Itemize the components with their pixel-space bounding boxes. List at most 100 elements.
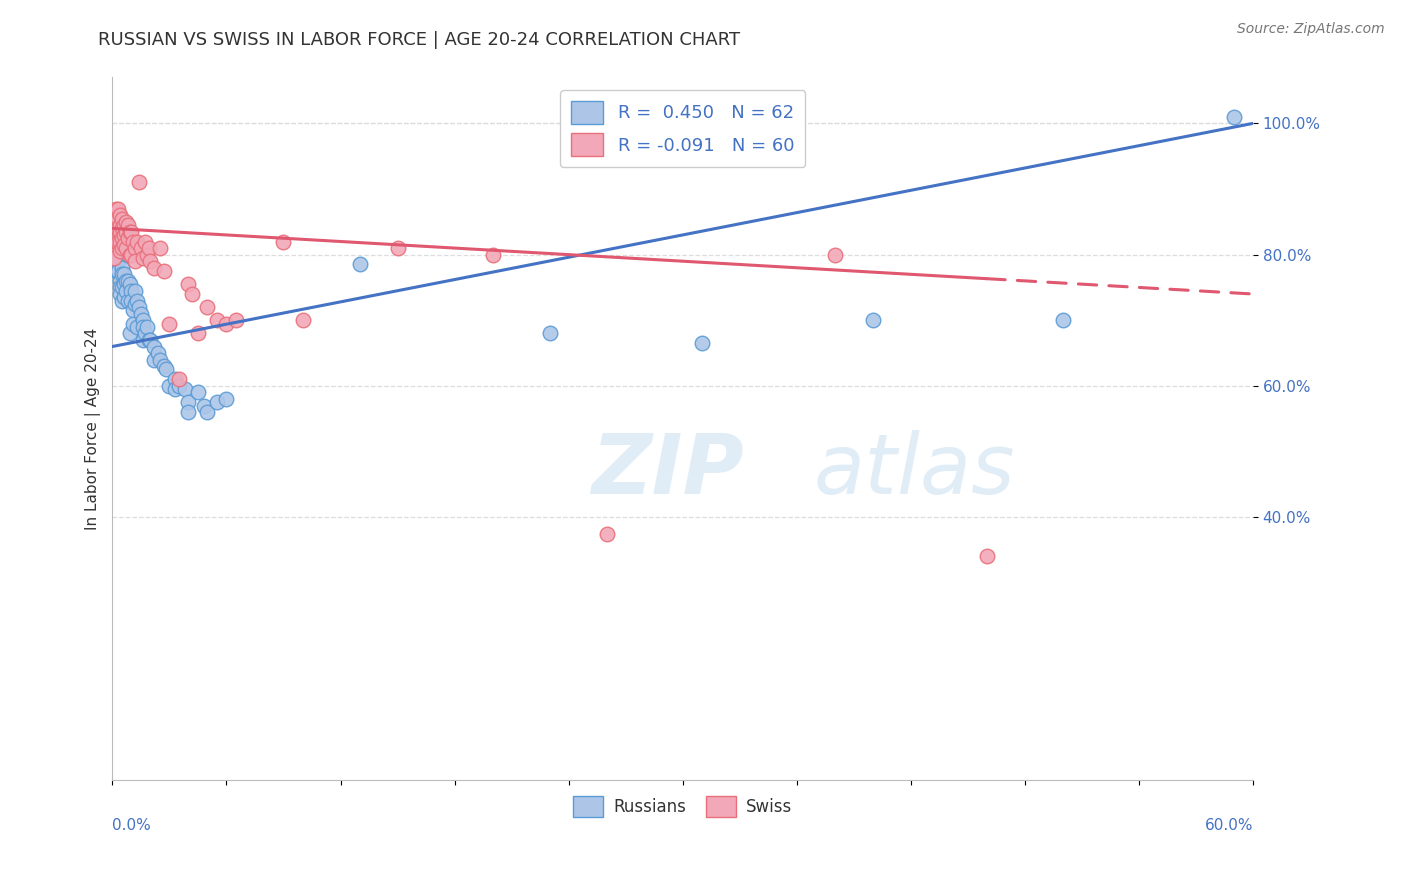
Point bbox=[111, 268, 134, 282]
Point bbox=[124, 297, 146, 311]
Point bbox=[273, 235, 295, 249]
Point bbox=[124, 284, 146, 298]
Point bbox=[120, 247, 142, 261]
Text: 60.0%: 60.0% bbox=[1205, 818, 1253, 833]
Point bbox=[193, 399, 215, 413]
Point bbox=[107, 235, 129, 249]
Point bbox=[595, 526, 617, 541]
Point bbox=[149, 241, 172, 255]
Point bbox=[165, 372, 187, 386]
Point bbox=[111, 231, 134, 245]
Point bbox=[134, 326, 156, 341]
Point bbox=[127, 293, 149, 308]
Point bbox=[122, 317, 145, 331]
Point bbox=[159, 317, 181, 331]
Point bbox=[152, 359, 174, 374]
Point bbox=[118, 326, 141, 341]
Point bbox=[120, 293, 142, 308]
Point bbox=[197, 300, 219, 314]
Point bbox=[117, 274, 139, 288]
Point bbox=[108, 235, 131, 249]
Point bbox=[112, 218, 135, 232]
Point bbox=[215, 392, 238, 406]
Point bbox=[138, 241, 160, 255]
Point bbox=[132, 251, 155, 265]
Point bbox=[122, 303, 145, 318]
Y-axis label: In Labor Force | Age 20-24: In Labor Force | Age 20-24 bbox=[86, 327, 101, 530]
Point bbox=[124, 241, 146, 255]
Point bbox=[135, 319, 157, 334]
Point bbox=[155, 362, 177, 376]
Point bbox=[105, 221, 128, 235]
Point bbox=[177, 405, 200, 419]
Point bbox=[387, 241, 409, 255]
Point bbox=[103, 241, 125, 255]
Point bbox=[149, 352, 172, 367]
Point bbox=[143, 339, 166, 353]
Point bbox=[117, 218, 139, 232]
Point bbox=[139, 333, 162, 347]
Point bbox=[132, 333, 155, 347]
Point bbox=[129, 307, 152, 321]
Point bbox=[481, 247, 503, 261]
Point bbox=[143, 260, 166, 275]
Point bbox=[291, 313, 314, 327]
Text: ZIP: ZIP bbox=[592, 430, 744, 511]
Point bbox=[107, 211, 129, 226]
Point bbox=[112, 237, 135, 252]
Text: RUSSIAN VS SWISS IN LABOR FORCE | AGE 20-24 CORRELATION CHART: RUSSIAN VS SWISS IN LABOR FORCE | AGE 20… bbox=[98, 31, 741, 49]
Point bbox=[111, 221, 134, 235]
Point bbox=[108, 287, 131, 301]
Point bbox=[187, 385, 209, 400]
Point bbox=[103, 251, 125, 265]
Point bbox=[105, 235, 128, 249]
Point bbox=[112, 277, 135, 292]
Point bbox=[118, 225, 141, 239]
Point bbox=[127, 319, 149, 334]
Point bbox=[111, 260, 134, 275]
Point bbox=[107, 221, 129, 235]
Point bbox=[105, 202, 128, 216]
Point bbox=[112, 227, 135, 242]
Point bbox=[215, 317, 238, 331]
Point bbox=[111, 211, 134, 226]
Point bbox=[143, 352, 166, 367]
Text: Source: ZipAtlas.com: Source: ZipAtlas.com bbox=[1237, 22, 1385, 37]
Point bbox=[824, 247, 846, 261]
Point bbox=[159, 379, 181, 393]
Point bbox=[205, 313, 228, 327]
Point bbox=[114, 225, 136, 239]
Point bbox=[120, 225, 142, 239]
Point bbox=[107, 264, 129, 278]
Point bbox=[122, 235, 145, 249]
Point bbox=[108, 244, 131, 259]
Point bbox=[112, 290, 135, 304]
Point bbox=[181, 287, 204, 301]
Point bbox=[349, 257, 371, 271]
Point bbox=[139, 254, 162, 268]
Point bbox=[114, 284, 136, 298]
Point bbox=[177, 395, 200, 409]
Point bbox=[118, 277, 141, 292]
Point bbox=[690, 336, 713, 351]
Point bbox=[1223, 110, 1246, 124]
Point bbox=[107, 254, 129, 268]
Point bbox=[128, 300, 150, 314]
Point bbox=[108, 218, 131, 232]
Point bbox=[105, 264, 128, 278]
Point bbox=[146, 346, 169, 360]
Point bbox=[152, 264, 174, 278]
Point bbox=[173, 382, 195, 396]
Legend: Russians, Swiss: Russians, Swiss bbox=[567, 789, 799, 824]
Point bbox=[112, 268, 135, 282]
Point bbox=[108, 225, 131, 239]
Point bbox=[177, 277, 200, 292]
Point bbox=[1052, 313, 1074, 327]
Text: 0.0%: 0.0% bbox=[112, 818, 152, 833]
Point bbox=[111, 280, 134, 294]
Point bbox=[862, 313, 884, 327]
Point bbox=[167, 372, 190, 386]
Point bbox=[225, 313, 247, 327]
Point bbox=[117, 293, 139, 308]
Point bbox=[114, 274, 136, 288]
